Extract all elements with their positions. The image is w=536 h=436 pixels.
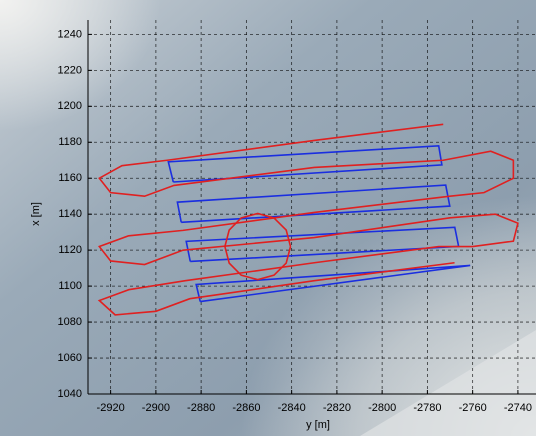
y-tick-label: 1100 [58,280,82,292]
x-tick-label: -2860 [232,402,260,414]
y-axis-label: x [m] [30,202,42,226]
x-tick-label: -2760 [459,402,487,414]
chart: y [m] x [m] -2920 -2900 -2880 -2860 -2840 -28… [0,0,536,436]
y-tick-label: 1160 [58,172,82,184]
y-tick-label: 1220 [58,64,82,76]
x-tick-label: -2820 [323,402,351,414]
y-tick-label: 1180 [58,136,82,148]
x-tick-label: -2740 [504,402,532,414]
x-tick-label: -2880 [187,402,215,414]
y-tick-label: 1200 [58,100,82,112]
y-tick-label: 1120 [58,244,82,256]
x-axis-label: y [m] [306,419,330,431]
y-tick-label: 1060 [58,352,82,364]
y-tick-label: 1080 [58,316,82,328]
x-tick-label: -2780 [413,402,441,414]
y-tick-label: 1040 [58,388,82,400]
x-tick-label: -2900 [142,402,170,414]
x-tick-label: -2840 [278,402,306,414]
x-tick-label: -2920 [97,402,125,414]
y-tick-label: 1240 [58,28,82,40]
y-tick-label: 1140 [58,208,82,220]
x-tick-label: -2800 [368,402,396,414]
